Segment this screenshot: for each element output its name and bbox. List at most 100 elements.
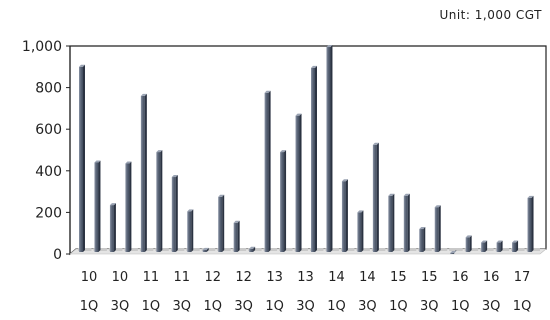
x-tick-year: 15: [421, 270, 438, 285]
bar: [418, 227, 432, 252]
bar: [263, 90, 278, 252]
bar: [186, 209, 200, 252]
bar: [155, 150, 169, 252]
x-tick-year: 14: [328, 270, 345, 285]
bar-side: [407, 193, 410, 252]
bar-front: [171, 177, 176, 252]
bar-top: [156, 150, 163, 153]
x-tick-year: 16: [452, 270, 469, 285]
bar: [402, 193, 417, 252]
bar-top: [512, 240, 519, 243]
bar-front: [496, 242, 501, 252]
bar-side: [423, 227, 426, 252]
bar-side: [345, 179, 348, 252]
bar-top: [481, 240, 488, 243]
bar: [433, 205, 448, 252]
x-tick-quarter: 1Q: [327, 299, 346, 314]
bar-top: [341, 179, 348, 182]
bar-front: [109, 205, 114, 252]
bar-front: [311, 67, 315, 252]
bar-front: [187, 211, 192, 252]
bar: [93, 160, 107, 252]
bar-top: [218, 194, 225, 197]
bar-top: [496, 240, 503, 243]
bar-side: [315, 65, 317, 252]
x-tick-quarter: 3Q: [358, 299, 377, 314]
bar: [340, 179, 355, 252]
bar-side: [469, 235, 472, 252]
bar-front: [249, 248, 254, 252]
bar-front: [295, 115, 300, 253]
x-tick-quarter: 3Q: [296, 299, 315, 314]
bar-top: [372, 142, 379, 145]
bar: [279, 150, 293, 252]
x-tick-quarter: 1Q: [389, 299, 408, 314]
bar-side: [160, 150, 163, 252]
x-tick-year: 13: [266, 270, 283, 285]
bar-front: [125, 163, 130, 252]
bar: [170, 175, 185, 252]
bar-front: [79, 66, 83, 252]
bar: [356, 210, 370, 252]
bar-front: [465, 237, 470, 252]
x-tick-year: 12: [204, 270, 221, 285]
bar-top: [280, 150, 287, 153]
bar: [310, 65, 324, 252]
bar-front: [233, 222, 238, 252]
bar-top: [388, 193, 395, 196]
y-tick-label: 400: [35, 164, 62, 180]
bar: [480, 240, 494, 252]
x-tick-quarter: 1Q: [142, 299, 161, 314]
y-tick-label: 800: [35, 81, 62, 97]
x-tick-year: 11: [174, 270, 191, 285]
bar-side: [485, 240, 488, 252]
bar-top: [465, 235, 472, 238]
bar-top: [326, 45, 333, 48]
x-tick-quarter: 1Q: [265, 299, 284, 314]
bar-top: [311, 65, 317, 68]
bar-top: [140, 93, 147, 96]
bar-top: [187, 209, 194, 212]
x-tick-year: 14: [359, 270, 376, 285]
bar-base: [449, 248, 463, 251]
x-tick-year: 13: [297, 270, 314, 285]
bar-front: [264, 92, 269, 252]
bar: [108, 203, 123, 252]
y-tick-label: 600: [35, 122, 62, 138]
bar: [526, 195, 540, 252]
bar-front: [156, 152, 161, 252]
bar-front: [341, 181, 346, 252]
bar-side: [98, 160, 101, 252]
x-tick-quarter: 3Q: [234, 299, 253, 314]
bar-top: [125, 161, 132, 164]
bar-side: [330, 45, 333, 252]
bar-side: [516, 240, 519, 252]
bar-front: [218, 196, 223, 252]
bar: [139, 93, 154, 252]
bar-front: [434, 207, 439, 252]
bar-top: [403, 193, 410, 196]
bar-front: [357, 212, 362, 252]
y-tick-label: 1,000: [22, 39, 62, 55]
x-tick-year: 15: [390, 270, 407, 285]
bar-top: [419, 227, 426, 230]
x-tick-quarter: 3Q: [111, 299, 130, 314]
bar: [201, 247, 216, 252]
bar: [248, 246, 262, 252]
bar-side: [284, 150, 287, 252]
bar-top: [233, 220, 240, 223]
bar-top: [450, 250, 457, 253]
x-tick-year: 17: [514, 270, 531, 285]
x-tick-year: 11: [143, 270, 160, 285]
bar-side: [500, 240, 503, 252]
bar-side: [175, 175, 178, 252]
bar: [294, 113, 308, 253]
bar-side: [237, 220, 240, 252]
bar-top: [527, 195, 534, 198]
unit-label: Unit: 1,000 CGT: [439, 8, 542, 22]
bar-front: [94, 162, 99, 252]
x-tick-quarter: 1Q: [80, 299, 99, 314]
y-tick-label: 0: [53, 247, 62, 263]
x-tick-quarter: 1Q: [203, 299, 222, 314]
